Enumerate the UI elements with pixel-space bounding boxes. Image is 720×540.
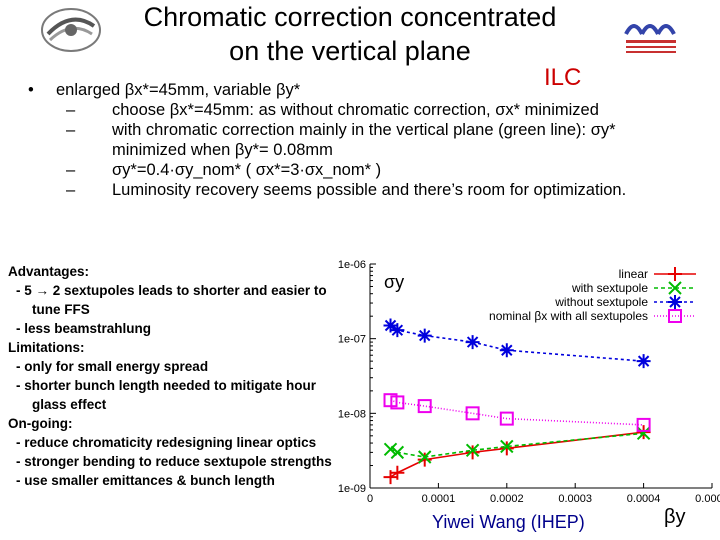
x-tick-label: 0 [367, 493, 373, 505]
x-tick-label: 0.0005 [695, 493, 720, 505]
legend-marker [668, 267, 682, 281]
series-line-1 [390, 432, 644, 458]
advantages-heading: Advantages: [8, 264, 90, 279]
data-point-1 [500, 439, 514, 454]
y-tick-label: 1e-08 [338, 408, 366, 420]
sub-bullet-2: – with chromatic correction mainly in the… [66, 121, 616, 159]
ongoing-heading: On-going: [8, 416, 73, 431]
sub-bullet-4: – Luminosity recovery seems possible and … [66, 181, 627, 199]
legend-marker [668, 309, 682, 323]
data-point-0 [417, 452, 432, 467]
sub-bullet-1: – choose βx*=45mm: as without chromatic c… [66, 101, 599, 119]
ongoing-item-2: - stronger bending to reduce sextupole s… [16, 454, 332, 469]
bullet-main: • enlarged βx*=45mm, variable βy* [28, 81, 301, 99]
cas-logo [624, 24, 676, 53]
author-footer: Yiwei Wang (IHEP) [432, 512, 585, 532]
data-point-2 [390, 323, 405, 338]
data-point-1 [390, 445, 405, 460]
bullet-list: • enlarged βx*=45mm, variable βy* – choos… [26, 80, 716, 200]
data-point-2 [417, 328, 432, 343]
x-tick-label: 0.0001 [422, 493, 456, 505]
data-point-3 [390, 395, 405, 410]
x-axis-label: βy [664, 506, 686, 528]
x-tick-label: 0.0002 [490, 493, 524, 505]
slide-title: Chromatic correction concentrated on the… [100, 0, 600, 68]
data-point-1 [383, 442, 398, 456]
advantages-panel: Advantages: - 5 → 2 sextupoles leads to … [8, 262, 338, 490]
title-line-1: Chromatic correction concentrated [143, 2, 557, 32]
limitations-heading: Limitations: [8, 340, 85, 355]
y-axis-label: σy [384, 272, 405, 292]
legend-marker [668, 295, 682, 309]
x-tick-label: 0.0004 [627, 493, 661, 505]
y-tick-label: 1e-07 [338, 334, 366, 346]
legend-label: nominal βx with all sextupoles [489, 309, 648, 323]
ongoing-item-1: - reduce chromaticity redesigning linear… [16, 435, 317, 450]
ilc-label: ILC [544, 64, 582, 91]
x-tick-label: 0.0003 [558, 493, 592, 505]
y-tick-label: 1e-09 [338, 483, 366, 495]
title-line-2: on the vertical plane [229, 36, 471, 66]
limitation-item-1: - only for small energy spread [16, 359, 209, 374]
bullet-main-text: enlarged βx*=45mm, variable βy* [56, 81, 301, 99]
data-point-1 [418, 450, 432, 464]
data-point-2 [499, 343, 514, 358]
advantage-item-2: - less beamstrahlung [16, 321, 152, 336]
legend-label: with sextupole [571, 281, 648, 295]
data-point-3 [499, 411, 514, 426]
data-point-2 [383, 318, 398, 333]
sub-bullet-3: – σy*=0.4·σy_nom* ( σx*=3·σx_nom* ) [66, 161, 382, 179]
legend-label: without sextupole [554, 295, 648, 309]
legend-label: linear [619, 267, 648, 281]
data-point-1 [636, 426, 651, 441]
sigma-y-chart: 1e-09 1e-08 1e-07 1e-06 0 0.0001 0.0002 0.0003 0… [338, 259, 720, 505]
data-point-3 [636, 417, 651, 432]
data-point-3 [417, 399, 432, 414]
data-point-2 [465, 335, 480, 350]
limitation-item-2: - shorter bunch length needed to mitigat… [16, 378, 317, 412]
data-point-3 [465, 406, 480, 421]
ihep-logo [41, 8, 101, 52]
data-point-0 [499, 441, 514, 456]
ongoing-item-3: - use smaller emittances & bunch length [16, 473, 275, 488]
data-point-0 [465, 445, 480, 460]
advantage-item-1: - 5 → 2 sextupoles leads to shorter and … [16, 283, 327, 317]
data-point-1 [465, 443, 480, 457]
y-tick-label: 1e-06 [338, 259, 366, 271]
data-point-0 [390, 465, 405, 480]
legend-marker [668, 281, 682, 295]
data-point-2 [636, 354, 651, 369]
